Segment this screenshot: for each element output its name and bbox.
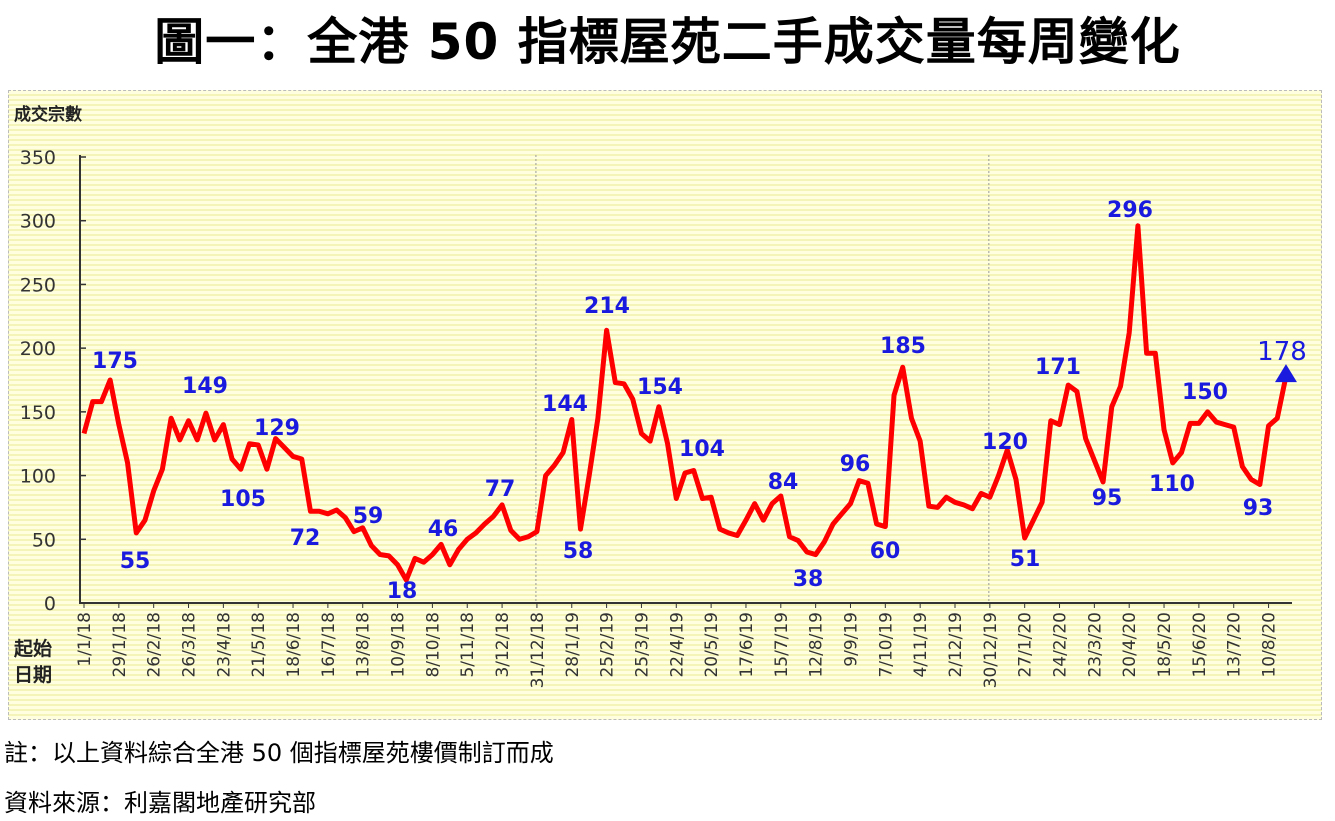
data-label: 185 xyxy=(880,334,926,359)
chart-title: 圖一：全港 50 指標屋苑二手成交量每周變化 xyxy=(154,13,1181,71)
data-label: 178 xyxy=(1257,337,1307,367)
data-label: 214 xyxy=(584,294,630,319)
y-tick-label: 300 xyxy=(20,211,56,233)
data-label: 105 xyxy=(220,487,266,512)
x-tick-label: 20/4/20 xyxy=(1120,612,1140,678)
data-label: 95 xyxy=(1092,486,1123,511)
data-label: 77 xyxy=(485,477,516,502)
x-tick-label: 4/11/19 xyxy=(911,612,931,678)
x-tick-label: 10/9/18 xyxy=(389,612,409,678)
x-tick-label: 25/2/19 xyxy=(598,612,618,678)
x-tick-label: 13/8/18 xyxy=(354,612,374,678)
y-tick-label: 250 xyxy=(20,274,56,296)
x-tick-label: 10/8/20 xyxy=(1260,612,1280,678)
data-label: 18 xyxy=(387,579,418,604)
y-tick-label: 350 xyxy=(20,147,56,169)
x-tick-label: 21/5/18 xyxy=(249,612,269,678)
x-tick-label: 20/5/19 xyxy=(702,612,722,678)
data-label: 46 xyxy=(428,517,459,542)
x-tick-label: 18/5/20 xyxy=(1155,612,1175,678)
x-tick-label: 31/12/18 xyxy=(528,612,548,688)
data-label: 120 xyxy=(982,430,1028,455)
footnote: 註：以上資料綜合全港 50 個指標屋苑樓價制訂而成 xyxy=(4,739,554,767)
x-tick-label: 28/1/19 xyxy=(563,612,583,678)
y-tick-label: 50 xyxy=(32,529,56,551)
x-axis-label: 起始日期 xyxy=(14,638,53,686)
data-label: 110 xyxy=(1149,472,1195,497)
x-tick-label: 30/12/19 xyxy=(981,612,1001,688)
data-label: 51 xyxy=(1010,547,1041,572)
last-point-triangle xyxy=(1274,364,1297,383)
x-tick-label: 7/10/19 xyxy=(876,612,896,678)
data-label: 58 xyxy=(563,539,594,564)
x-tick-label: 2/12/19 xyxy=(946,612,966,678)
y-tick-label: 150 xyxy=(20,402,56,424)
data-label: 96 xyxy=(840,452,871,477)
x-tick-label: 3/12/18 xyxy=(493,612,513,678)
y-axis-label: 成交宗數 xyxy=(14,104,82,125)
x-tick-label: 15/7/19 xyxy=(772,612,792,678)
data-label: 296 xyxy=(1107,198,1153,223)
x-tick-label: 25/3/19 xyxy=(632,612,652,678)
x-tick-label: 9/9/19 xyxy=(841,612,861,667)
x-tick-label: 5/11/18 xyxy=(458,612,478,678)
source-note: 資料來源：利嘉閣地產研究部 xyxy=(4,789,316,817)
x-tick-label: 8/10/18 xyxy=(423,612,443,678)
x-tick-label: 18/6/18 xyxy=(284,612,304,678)
x-tick-label: 26/3/18 xyxy=(180,612,200,678)
x-tick-label: 24/2/20 xyxy=(1051,612,1071,678)
x-tick-label: 29/1/18 xyxy=(110,612,130,678)
x-tick-label: 13/7/20 xyxy=(1225,612,1245,678)
x-tick-label: 22/4/19 xyxy=(667,612,687,678)
y-tick-label: 100 xyxy=(20,466,56,488)
x-tick-label: 27/1/20 xyxy=(1016,612,1036,678)
data-label: 104 xyxy=(679,437,725,462)
data-label: 59 xyxy=(353,504,384,529)
data-label: 60 xyxy=(870,539,901,564)
data-label: 84 xyxy=(768,470,799,495)
x-tick-label: 15/6/20 xyxy=(1190,612,1210,678)
y-tick-label: 0 xyxy=(44,593,56,615)
data-label: 171 xyxy=(1035,355,1081,380)
data-label: 38 xyxy=(793,567,824,592)
x-tick-label: 12/8/19 xyxy=(807,612,827,678)
data-label: 175 xyxy=(92,349,138,374)
x-tick-label: 23/4/18 xyxy=(214,612,234,678)
y-tick-label: 200 xyxy=(20,338,56,360)
data-label: 144 xyxy=(542,392,588,417)
data-label: 93 xyxy=(1243,496,1274,521)
data-label: 72 xyxy=(290,526,321,551)
x-tick-label: 17/6/19 xyxy=(737,612,757,678)
data-label: 150 xyxy=(1182,380,1228,405)
x-tick-label: 1/1/18 xyxy=(75,612,95,667)
x-tick-label: 26/2/18 xyxy=(145,612,165,678)
data-label: 154 xyxy=(637,375,683,400)
x-tick-label: 23/3/20 xyxy=(1085,612,1105,678)
data-label: 129 xyxy=(254,416,300,441)
chart-area xyxy=(8,90,1322,720)
data-label: 55 xyxy=(120,549,151,574)
series-line xyxy=(81,223,1289,583)
x-tick-label: 16/7/18 xyxy=(319,612,339,678)
data-label: 149 xyxy=(182,374,228,399)
